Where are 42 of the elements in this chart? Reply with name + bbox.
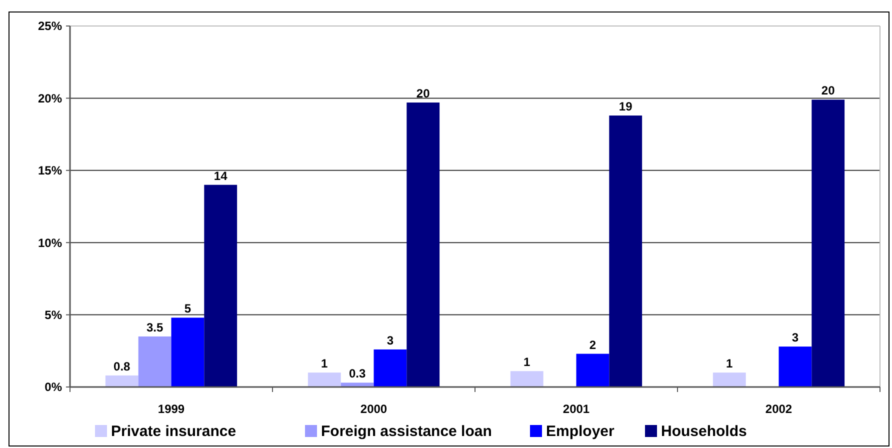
y-tick-label: 25%	[38, 19, 62, 34]
bar	[510, 371, 544, 387]
data-label: 3.5	[146, 320, 164, 334]
bar	[374, 349, 407, 387]
data-label: 3	[386, 333, 394, 348]
data-label: 5	[184, 302, 192, 316]
legend-label: Private insurance	[111, 423, 236, 440]
data-label: 20	[416, 86, 430, 101]
data-label: 14	[214, 168, 228, 183]
bar	[406, 102, 440, 387]
x-tick-label: 2001	[562, 402, 590, 416]
data-label: 1	[726, 356, 734, 371]
y-tick-label: 20%	[38, 91, 62, 106]
data-label: 20	[821, 84, 836, 98]
bar	[308, 372, 341, 387]
bar	[812, 100, 845, 387]
legend-label: Foreign assistance loan	[321, 423, 492, 440]
data-label: 0.3	[348, 366, 366, 381]
x-tick-label: 2000	[360, 402, 388, 416]
y-tick-label: 0%	[44, 380, 62, 394]
bar	[340, 382, 374, 387]
x-tick-label: 2002	[765, 402, 792, 416]
bar	[138, 336, 172, 387]
bar	[712, 372, 746, 387]
data-label: 0.8	[114, 359, 131, 374]
y-tick-label: 5%	[44, 308, 62, 322]
data-label: 19	[618, 100, 633, 114]
bar	[171, 318, 204, 387]
data-label: 3	[792, 330, 799, 345]
bar	[609, 116, 642, 387]
bar	[576, 354, 610, 387]
data-label: 1	[321, 356, 328, 371]
data-label: 2	[589, 338, 596, 352]
y-tick-label: 10%	[38, 236, 62, 250]
bar	[778, 346, 812, 387]
bar	[204, 184, 238, 387]
legend-label: Employer	[546, 423, 615, 440]
bar	[105, 375, 138, 387]
legend-label: Households	[661, 423, 747, 440]
y-tick-label: 15%	[38, 164, 62, 178]
data-label: 1	[524, 355, 531, 370]
x-tick-label: 1999	[158, 402, 185, 416]
